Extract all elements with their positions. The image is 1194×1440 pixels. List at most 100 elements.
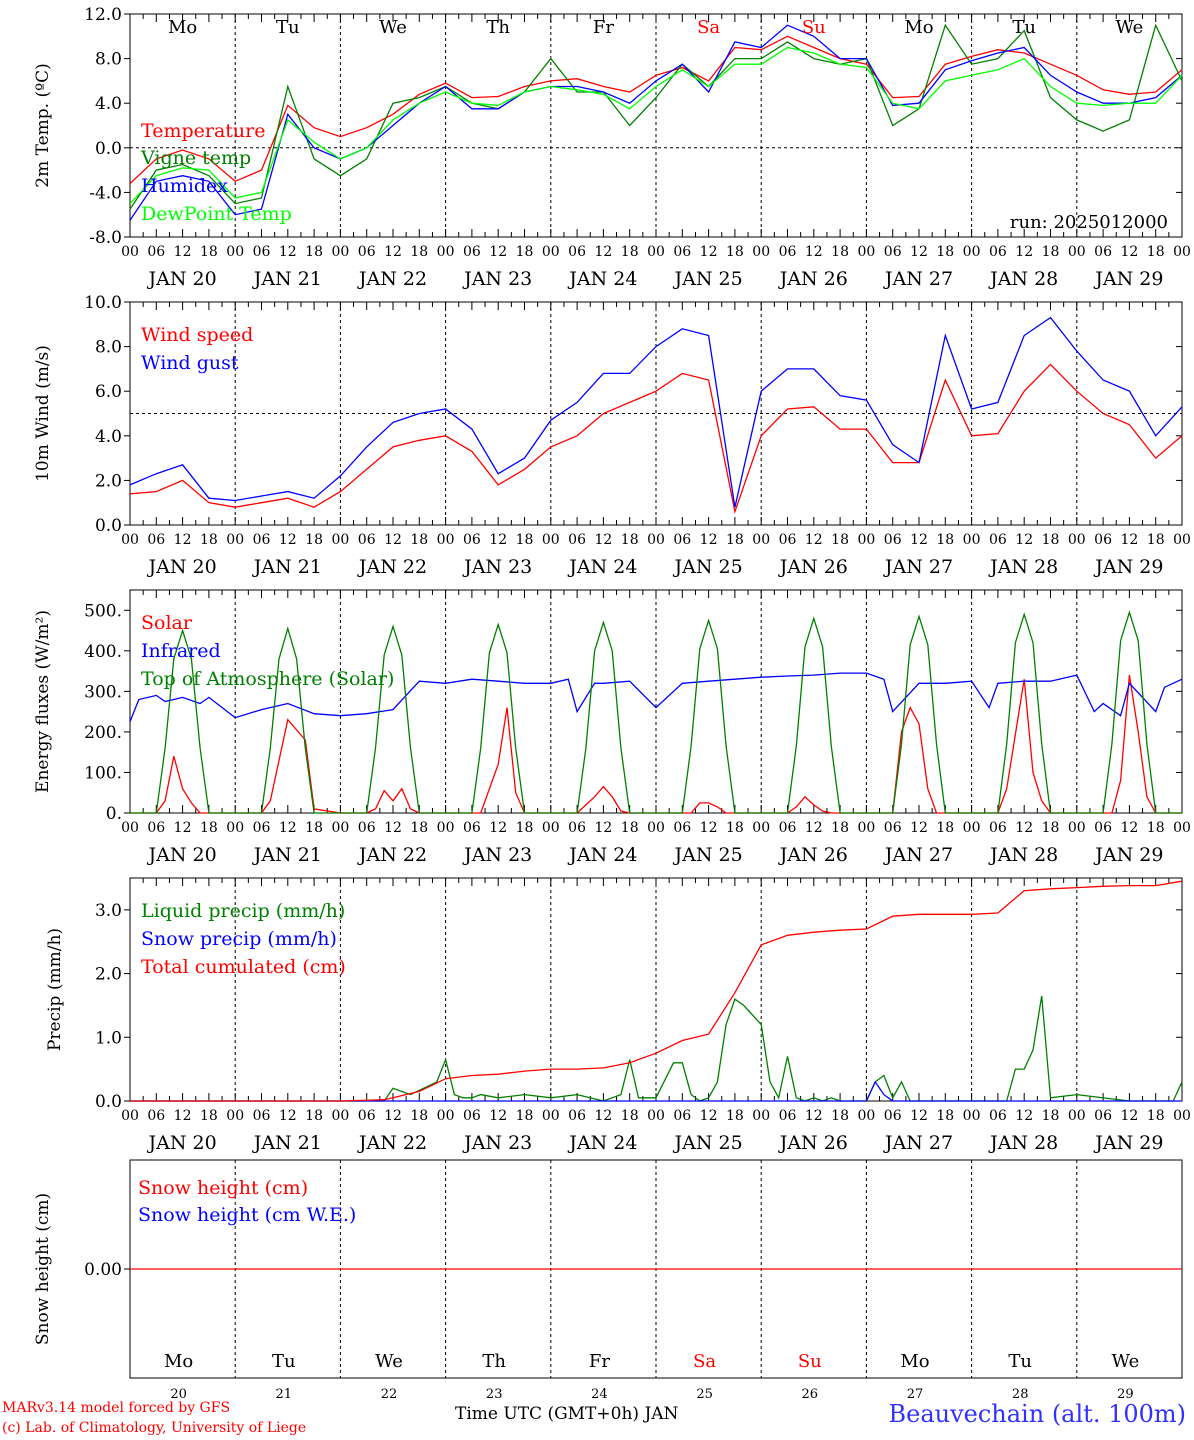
panel-3-ytick-label: 2.0 bbox=[95, 965, 122, 985]
panel-2-hour-label: 18 bbox=[831, 820, 849, 836]
panel-0-hour-label: 12 bbox=[700, 244, 718, 260]
panel-1-date-label: JAN 28 bbox=[988, 556, 1058, 578]
panel-1-series-0 bbox=[129, 363, 1183, 515]
panel-1-date-label: JAN 25 bbox=[673, 556, 743, 578]
panel-3-hour-label: 12 bbox=[1120, 1108, 1138, 1124]
panel-3-hour-label: 06 bbox=[673, 1108, 691, 1124]
panel-3-hour-label: 00 bbox=[1068, 1108, 1086, 1124]
panel-3-hour-label: 12 bbox=[594, 1108, 612, 1124]
panel-0-hour-label: 00 bbox=[121, 244, 139, 260]
panel-0-legend-3: DewPoint Temp bbox=[141, 203, 292, 225]
day-name-bottom: We bbox=[1112, 1351, 1140, 1372]
panel-1-hour-label: 12 bbox=[700, 532, 718, 548]
panel-2-series-2 bbox=[130, 610, 1182, 814]
panel-3-hour-label: 18 bbox=[200, 1108, 218, 1124]
day-number-bottom: 29 bbox=[1117, 1387, 1134, 1402]
panel-2-hour-label: 18 bbox=[726, 820, 744, 836]
day-number-bottom: 21 bbox=[276, 1387, 293, 1402]
panel-1-hour-label: 12 bbox=[1015, 532, 1033, 548]
panel-1-hour-label: 06 bbox=[884, 532, 902, 548]
day-name-bottom: Mo bbox=[164, 1351, 193, 1372]
panel-3-hour-label: 06 bbox=[779, 1108, 797, 1124]
panel-3-hour-label: 00 bbox=[121, 1108, 139, 1124]
panel-1-date-label: JAN 27 bbox=[883, 556, 953, 578]
panel-1-hour-label: 12 bbox=[805, 532, 823, 548]
panel-1-date-label: JAN 23 bbox=[462, 556, 532, 578]
panel-3-hour-label: 18 bbox=[726, 1108, 744, 1124]
panel-2-hour-label: 12 bbox=[1120, 820, 1138, 836]
panel-0-date-label: JAN 27 bbox=[883, 268, 953, 290]
panel-2-ytick-label: 100. bbox=[84, 763, 122, 783]
panel-0-date-label: JAN 23 bbox=[462, 268, 532, 290]
panel-2-hour-label: 06 bbox=[463, 820, 481, 836]
day-name-top: Th bbox=[486, 17, 510, 38]
panel-2-hour-label: 00 bbox=[121, 820, 139, 836]
panel-0-hour-label: 12 bbox=[594, 244, 612, 260]
panel-3-legend-1: Snow precip (mm/h) bbox=[141, 928, 337, 950]
panel-1-hour-label: 06 bbox=[358, 532, 376, 548]
panel-0-ytick-label: -8.0 bbox=[89, 228, 122, 248]
panel-3-ylabel: Precip (mm/h) bbox=[45, 928, 65, 1051]
panel-3-hour-label: 18 bbox=[1042, 1108, 1060, 1124]
panel-0-hour-label: 18 bbox=[936, 244, 954, 260]
panel-0-date-label: JAN 20 bbox=[147, 268, 217, 290]
panel-3-hour-label: 00 bbox=[542, 1108, 560, 1124]
day-name-bottom: Tu bbox=[272, 1351, 296, 1372]
panel-2-hour-label: 06 bbox=[884, 820, 902, 836]
panel-0-date-label: JAN 24 bbox=[567, 268, 637, 290]
panel-1-ytick-label: 10.0 bbox=[84, 293, 122, 313]
panel-0-ytick-label: 0.0 bbox=[95, 139, 122, 159]
panel-3-hour-label: 12 bbox=[489, 1108, 507, 1124]
panel-2-hour-label: 12 bbox=[700, 820, 718, 836]
panel-2-ytick-label: 500. bbox=[84, 601, 122, 621]
panel-2-date-label: JAN 29 bbox=[1093, 844, 1163, 866]
panel-1-ytick-label: 2.0 bbox=[95, 471, 122, 491]
panel-2-ytick-label: 400. bbox=[84, 642, 122, 662]
station-name: Beauvechain (alt. 100m) bbox=[888, 1400, 1186, 1428]
panel-2-hour-label: 00 bbox=[1068, 820, 1086, 836]
panel-3-ytick-label: 3.0 bbox=[95, 901, 122, 921]
panel-1-hour-label: 18 bbox=[516, 532, 534, 548]
run-label: run: 2025012000 bbox=[1010, 212, 1168, 233]
panel-2-hour-label: 12 bbox=[279, 820, 297, 836]
panel-2-ylabel: Energy fluxes (W/m²) bbox=[33, 610, 53, 793]
day-name-bottom: Th bbox=[482, 1351, 506, 1372]
panel-0-date-label: JAN 28 bbox=[988, 268, 1058, 290]
panel-0-hour-label: 00 bbox=[647, 244, 665, 260]
panel-2-date-label: JAN 20 bbox=[147, 844, 217, 866]
panel-2-hour-label: 06 bbox=[779, 820, 797, 836]
panel-4-ytick-label: 0.00 bbox=[84, 1260, 122, 1280]
panel-0-hour-label: 00 bbox=[542, 244, 560, 260]
day-number-bottom: 25 bbox=[696, 1387, 713, 1402]
panel-3-hour-label: 00 bbox=[1173, 1108, 1191, 1124]
panel-1-hour-label: 12 bbox=[384, 532, 402, 548]
panel-1-hour-label: 18 bbox=[1042, 532, 1060, 548]
panel-1-ytick-label: 0.0 bbox=[95, 516, 122, 536]
panel-0-ytick-label: -4.0 bbox=[89, 183, 122, 203]
panel-2-hour-label: 06 bbox=[147, 820, 165, 836]
panel-3-hour-label: 12 bbox=[279, 1108, 297, 1124]
panel-1-hour-label: 00 bbox=[1173, 532, 1191, 548]
panel-3-date-label: JAN 21 bbox=[252, 1132, 322, 1154]
panel-0-ylabel: 2m Temp. (ºC) bbox=[33, 63, 53, 188]
panel-2-hour-label: 18 bbox=[621, 820, 639, 836]
panel-2-hour-label: 18 bbox=[305, 820, 323, 836]
panel-2-legend-1: Infrared bbox=[141, 640, 221, 662]
panel-3-hour-label: 12 bbox=[1015, 1108, 1033, 1124]
panel-0-hour-label: 18 bbox=[1147, 244, 1165, 260]
panel-3-date-label: JAN 23 bbox=[462, 1132, 532, 1154]
panel-3-hour-label: 12 bbox=[805, 1108, 823, 1124]
panel-2-hour-label: 12 bbox=[1015, 820, 1033, 836]
panel-3-date-label: JAN 24 bbox=[567, 1132, 637, 1154]
panel-3-ytick-label: 1.0 bbox=[95, 1028, 122, 1048]
panel-1-hour-label: 06 bbox=[253, 532, 271, 548]
panel-0-hour-label: 06 bbox=[463, 244, 481, 260]
panel-2-hour-label: 12 bbox=[805, 820, 823, 836]
panel-3-legend-0: Liquid precip (mm/h) bbox=[141, 900, 345, 922]
panel-0-hour-label: 18 bbox=[831, 244, 849, 260]
day-number-bottom: 24 bbox=[591, 1387, 608, 1402]
panel-3-hour-label: 00 bbox=[963, 1108, 981, 1124]
day-number-bottom: 23 bbox=[486, 1387, 503, 1402]
panel-2-series-1 bbox=[129, 672, 1183, 723]
